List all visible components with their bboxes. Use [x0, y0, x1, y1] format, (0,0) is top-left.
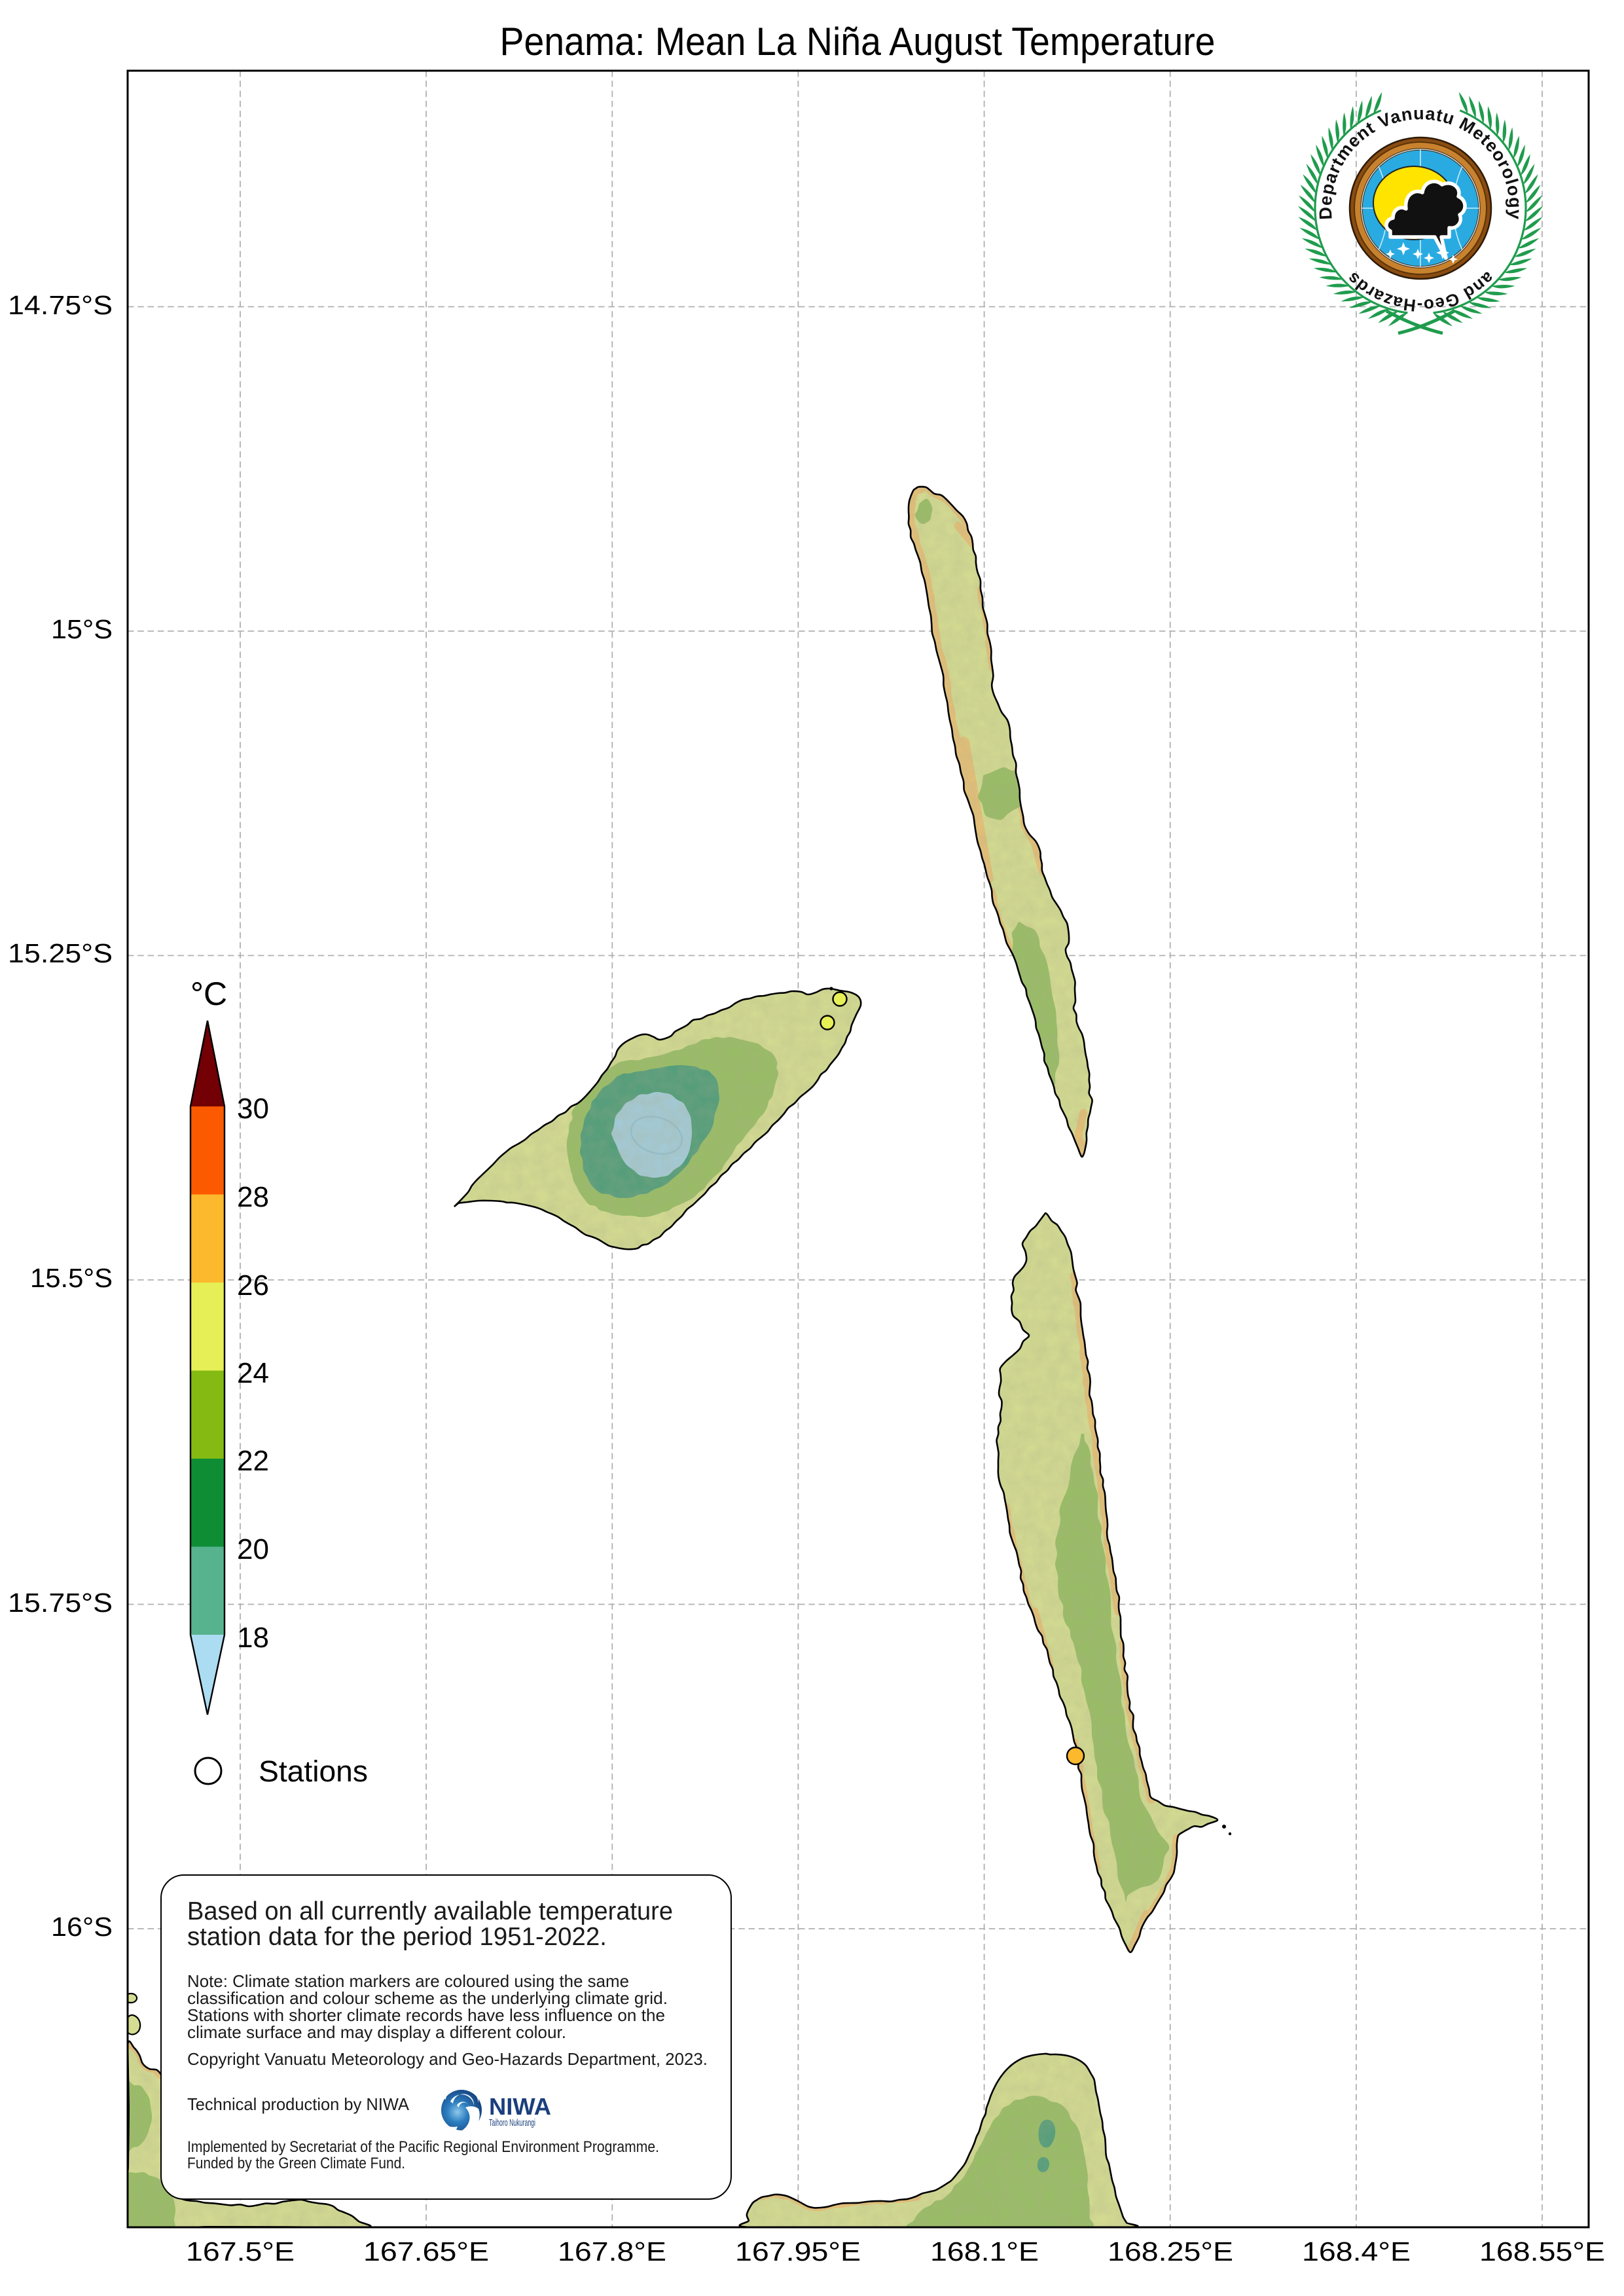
svg-text:15.75°S: 15.75°S: [8, 1588, 113, 1618]
svg-text:168.25°E: 168.25°E: [1108, 2236, 1233, 2267]
svg-text:Implemented by Secretariat of: Implemented by Secretariat of the Pacifi…: [187, 2138, 659, 2156]
svg-text:Note: Climate station markers: Note: Climate station markers are colour…: [187, 1971, 629, 1991]
svg-text:167.65°E: 167.65°E: [363, 2236, 489, 2267]
svg-text:climate surface and may displa: climate surface and may display a differ…: [187, 2022, 566, 2042]
svg-text:168.1°E: 168.1°E: [930, 2236, 1039, 2267]
svg-text:26: 26: [237, 1269, 269, 1302]
svg-text:station data for the period 19: station data for the period 1951-2022.: [187, 1923, 607, 1951]
svg-text:20: 20: [237, 1533, 269, 1565]
svg-text:28: 28: [237, 1181, 269, 1213]
svg-text:15°S: 15°S: [51, 614, 113, 644]
svg-text:Copyright Vanuatu Meteorology: Copyright Vanuatu Meteorology and Geo-Ha…: [187, 2049, 708, 2069]
svg-text:Technical production by NIWA: Technical production by NIWA: [187, 2094, 410, 2114]
svg-text:167.5°E: 167.5°E: [186, 2236, 295, 2267]
svg-text:168.4°E: 168.4°E: [1302, 2236, 1411, 2267]
svg-text:22: 22: [237, 1445, 269, 1477]
svg-text:°C: °C: [190, 975, 227, 1012]
svg-text:167.95°E: 167.95°E: [735, 2236, 861, 2267]
svg-text:15.25°S: 15.25°S: [8, 938, 113, 968]
svg-text:30: 30: [237, 1093, 269, 1125]
svg-text:168.55°E: 168.55°E: [1479, 2236, 1605, 2267]
svg-text:Stations with shorter climate: Stations with shorter climate records ha…: [187, 2005, 665, 2025]
svg-text:NIWA: NIWA: [489, 2093, 551, 2120]
svg-text:24: 24: [237, 1357, 269, 1389]
svg-text:Penama: Mean La Niña August Te: Penama: Mean La Niña August Temperature: [500, 20, 1216, 64]
svg-text:15.5°S: 15.5°S: [30, 1263, 113, 1293]
svg-text:Based on all currently availab: Based on all currently available tempera…: [187, 1897, 673, 1925]
svg-text:Taihoro Nukurangi: Taihoro Nukurangi: [489, 2117, 535, 2128]
svg-text:14.75°S: 14.75°S: [8, 290, 113, 320]
svg-text:classification and colour sche: classification and colour scheme as the …: [187, 1988, 668, 2008]
svg-text:Funded by the Green Climate Fu: Funded by the Green Climate Fund.: [187, 2155, 405, 2172]
svg-text:16°S: 16°S: [51, 1912, 113, 1942]
svg-text:167.8°E: 167.8°E: [558, 2236, 666, 2267]
svg-text:18: 18: [237, 1622, 269, 1654]
svg-text:Stations: Stations: [259, 1755, 368, 1788]
